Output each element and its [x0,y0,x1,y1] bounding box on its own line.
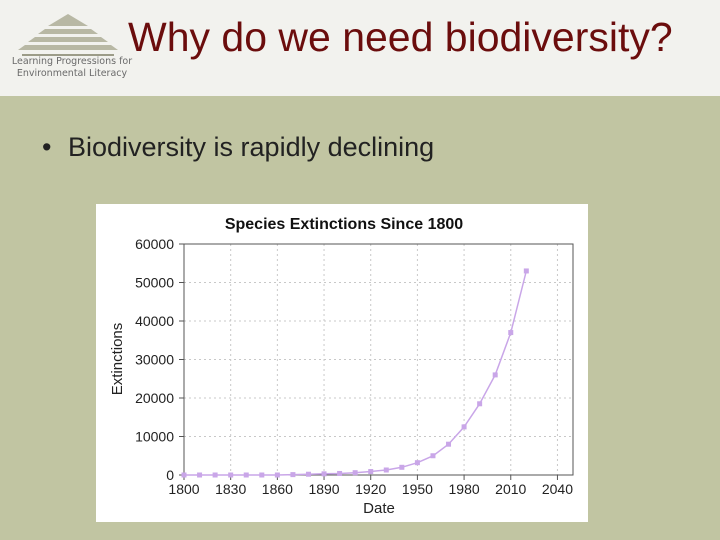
data-point [337,470,343,476]
chart-title: Species Extinctions Since 1800 [225,216,463,233]
data-point [352,470,358,476]
logo-text-line1: Learning Progressions for [11,56,133,67]
y-tick-label: 50000 [135,275,174,291]
chart-frame: Species Extinctions Since 1800 1800 1830 1… [96,204,588,522]
y-tick-label: 0 [166,467,174,483]
x-tick-label: 1890 [308,481,339,497]
x-axis-ticks: 1800 1830 1860 1890 1920 1950 1980 2010 2040 [168,475,573,497]
slide-header: Learning Progressions for Environmental … [0,0,720,96]
y-axis-ticks: 0 10000 20000 30000 40000 50000 60000 [135,236,184,483]
x-tick-label: 1830 [215,481,246,497]
data-point [508,330,514,336]
data-point [446,441,452,447]
y-tick-label: 40000 [135,313,174,329]
data-point [290,472,296,478]
data-point [181,472,187,478]
data-point [430,453,436,459]
data-point [523,268,529,274]
data-point [305,471,311,477]
bullet-list: • Biodiversity is rapidly declining [42,132,434,163]
data-point [197,472,203,478]
pyramid-logo-icon [18,14,118,56]
data-point [492,372,498,378]
x-tick-label: 1800 [168,481,199,497]
y-tick-label: 10000 [135,429,174,445]
x-axis-label: Date [363,500,395,517]
x-tick-label: 2010 [495,481,526,497]
bullet-text: Biodiversity is rapidly declining [68,132,435,162]
x-tick-label: 2040 [542,481,573,497]
data-point [321,471,327,477]
data-point [368,469,374,475]
data-point [212,472,218,478]
bullet-item: • Biodiversity is rapidly declining [42,132,434,163]
data-point [274,472,280,478]
extinctions-chart: Species Extinctions Since 1800 1800 1830 1… [109,216,574,517]
bullet-marker: • [42,132,52,162]
x-tick-label: 1860 [262,481,293,497]
chart-grid [183,243,573,476]
plot-area [183,243,574,476]
logo-text-line2: Environmental Literacy [16,68,128,79]
data-point [243,472,249,478]
slide-title: Why do we need biodiversity? [128,14,673,60]
y-tick-label: 30000 [135,352,174,368]
series-line [184,270,528,476]
data-point [461,424,467,430]
x-tick-label: 1950 [402,481,433,497]
logo-text: Learning Progressions for Environmental … [4,56,140,80]
data-point [383,467,389,473]
x-tick-label: 1980 [449,481,480,497]
y-tick-label: 60000 [135,236,174,252]
data-point [399,464,405,470]
data-point [477,401,483,407]
data-point [259,472,265,478]
x-tick-label: 1920 [355,481,386,497]
data-point [414,460,420,466]
data-point [228,472,234,478]
series-points [181,268,529,478]
y-axis-label: Extinctions [109,323,126,396]
y-tick-label: 20000 [135,390,174,406]
